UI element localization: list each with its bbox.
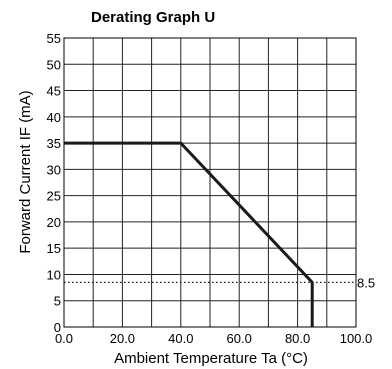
y-tick-label: 30 bbox=[47, 162, 61, 177]
y-tick-label: 15 bbox=[47, 241, 61, 256]
y-tick-label: 0 bbox=[54, 320, 61, 335]
x-tick-label: 20.0 bbox=[110, 331, 135, 346]
x-tick-label: 40.0 bbox=[168, 331, 193, 346]
y-tick-labels: 0 5 10 15 20 25 30 35 40 45 50 55 bbox=[47, 31, 61, 335]
reference-line-label: 8.5 bbox=[357, 275, 375, 290]
y-tick-label: 20 bbox=[47, 215, 61, 230]
y-tick-label: 40 bbox=[47, 110, 61, 125]
x-tick-label: 0.0 bbox=[55, 331, 73, 346]
y-tick-label: 45 bbox=[47, 84, 61, 99]
y-tick-label: 25 bbox=[47, 189, 61, 204]
x-tick-label: 80.0 bbox=[285, 331, 310, 346]
y-tick-label: 50 bbox=[47, 57, 61, 72]
plot-frame bbox=[63, 37, 357, 328]
x-tick-label: 60.0 bbox=[227, 331, 252, 346]
x-tick-labels: 0.0 20.0 40.0 60.0 80.0 100.0 bbox=[55, 331, 372, 346]
y-tick-label: 55 bbox=[47, 31, 61, 46]
y-tick-label: 10 bbox=[47, 267, 61, 282]
y-tick-label: 35 bbox=[47, 136, 61, 151]
y-tick-label: 5 bbox=[54, 294, 61, 309]
x-axis-label: Ambient Temperature Ta (°C) bbox=[114, 350, 308, 367]
x-tick-label: 100.0 bbox=[340, 331, 373, 346]
y-axis-label: Forward Current IF (mA) bbox=[17, 90, 34, 253]
chart-title: Derating Graph U bbox=[91, 9, 215, 26]
derating-curve bbox=[64, 141, 314, 327]
